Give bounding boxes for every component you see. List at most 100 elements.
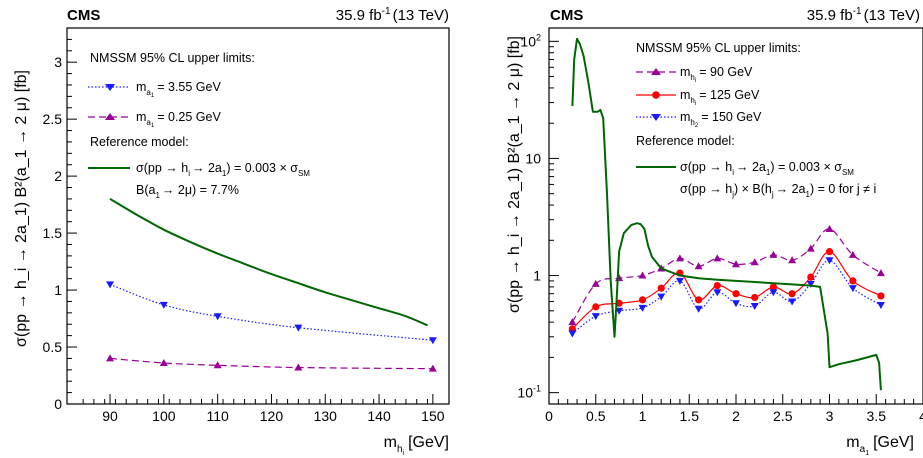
right-x-tick-label: 0 xyxy=(545,408,553,424)
right-series-2-point xyxy=(849,277,857,285)
right-series-3-point xyxy=(713,289,722,297)
right-legend-label-1: mhi= 90 GeV xyxy=(680,65,753,84)
right-series-line-2 xyxy=(571,251,882,330)
right-x-tick-label: 0.5 xyxy=(586,408,606,424)
left-series-1-point xyxy=(106,281,115,289)
right-x-tick-label: 3.5 xyxy=(867,408,887,424)
right-series-3-point xyxy=(769,289,778,297)
right-series-3-point xyxy=(638,304,647,312)
right-luminosity-label: 35.9 fb-1 (13 TeV) xyxy=(807,6,920,24)
right-series-3-point xyxy=(675,277,684,285)
right-series-1-point xyxy=(876,269,885,277)
right-series-3-point xyxy=(568,330,577,338)
right-legend-entry-3: mh2= 150 GeV xyxy=(636,110,762,129)
left-legend-label-2: ma1= 0.25 GeV xyxy=(136,110,221,129)
right-series-2-point xyxy=(751,293,759,302)
left-x-tick-label: 130 xyxy=(314,408,338,424)
left-series-1-point xyxy=(213,313,222,321)
right-x-tick-label: 1.5 xyxy=(680,408,700,424)
right-series-2-point xyxy=(807,273,815,281)
right-legend-header: NMSSM 95% CL upper limits: xyxy=(636,41,801,55)
left-series-line-1 xyxy=(109,283,433,341)
right-series-3-point xyxy=(876,302,885,310)
right-y-axis-label: σ(pp → h_i → 2a_1) B²(a_1 → 2 μ) [fb] xyxy=(506,36,523,313)
right-series-1-point xyxy=(788,256,797,264)
right-series-1-point xyxy=(825,224,834,232)
right-y-tick-label: 102 xyxy=(520,32,541,49)
right-series-1-point xyxy=(750,258,759,266)
left-axis-ticks: 90 100 110 120 130 140 150 0.5 1 1.5 2 2.5 3 0 xyxy=(43,38,445,424)
right-series-3-point xyxy=(788,298,797,306)
left-reference-line-2: B(a1 → 2μ) = 7.7% xyxy=(136,183,239,200)
right-series-3-point xyxy=(848,285,857,293)
right-series-group xyxy=(568,37,885,391)
right-experiment-label: CMS xyxy=(550,7,583,24)
left-y-tick-label: 3 xyxy=(54,54,62,70)
right-series-1-point xyxy=(638,271,647,279)
left-legend-marker-2 xyxy=(105,113,115,120)
right-series-3-point xyxy=(825,257,834,265)
left-x-tick-label: 120 xyxy=(260,408,284,424)
right-legend-label-2: mhi= 125 GeV xyxy=(680,88,760,107)
right-series-1-point xyxy=(848,250,857,258)
right-series-1-point xyxy=(568,318,577,326)
left-x-axis-label: mhi[GeV] xyxy=(384,434,449,457)
right-reference-header: Reference model: xyxy=(636,134,735,148)
right-legend-label-3: mh2= 150 GeV xyxy=(680,110,762,129)
left-experiment-label: CMS xyxy=(67,7,100,24)
right-series-1-point xyxy=(675,254,684,262)
left-x-tick-label: 100 xyxy=(152,408,176,424)
right-series-2-point xyxy=(657,284,665,292)
right-series-2-point xyxy=(732,290,740,298)
left-y-tick-label: 1.5 xyxy=(43,225,63,241)
right-y-tick-label: 10-1 xyxy=(517,384,541,401)
right-x-tick-label: 4 xyxy=(919,408,923,424)
left-series-2-point xyxy=(106,354,115,362)
left-y-tick-label: 1 xyxy=(54,282,62,298)
right-series-3-point xyxy=(657,293,666,301)
right-series-3-point xyxy=(750,302,759,310)
right-series-1-point xyxy=(732,260,740,268)
right-series-2-point xyxy=(769,283,778,291)
right-y-tick-label: 1 xyxy=(533,268,541,284)
right-series-1-point xyxy=(694,262,703,270)
right-series-3-point xyxy=(615,307,624,315)
right-series-2-point xyxy=(713,282,721,290)
right-x-tick-label: 3 xyxy=(826,408,834,424)
left-legend-marker-1 xyxy=(105,84,115,91)
left-series-group xyxy=(106,198,437,372)
right-legend-marker-1 xyxy=(651,68,661,75)
right-series-2-point xyxy=(695,296,703,304)
right-series-2-point xyxy=(592,303,600,311)
right-chart: CMS 35.9 fb-1(13 TeV) 0 0.5 1 1.5 2 2.5 3 3.5 4 1… xyxy=(506,6,923,457)
right-legend-marker-2 xyxy=(652,91,660,99)
right-series-3-point xyxy=(806,280,815,288)
left-series-1-point xyxy=(294,324,303,332)
left-y-tick-label: 2.5 xyxy=(43,111,63,127)
left-legend-entry-2: ma1= 0.25 GeV xyxy=(88,110,221,129)
left-x-tick-label: 140 xyxy=(367,408,391,424)
left-legend-entry-1: ma1= 3.55 GeV xyxy=(88,80,221,99)
right-series-1-point xyxy=(713,254,722,262)
right-x-tick-label: 1 xyxy=(639,408,647,424)
left-series-2-point xyxy=(159,358,168,366)
right-x-tick-label: 2.5 xyxy=(773,408,793,424)
right-series-1-point xyxy=(769,250,778,258)
left-reference-header: Reference model: xyxy=(90,135,189,149)
left-series-1-point xyxy=(428,337,437,345)
right-x-tick-label: 2 xyxy=(732,408,740,424)
left-series-2-point xyxy=(213,361,222,369)
right-series-3-point xyxy=(732,300,740,308)
left-series-1-point xyxy=(159,301,168,309)
left-series-2-point xyxy=(428,364,437,372)
right-reference-line-2: σ(pp → hj) × B(hj → 2a1) = 0 for j ≠ i xyxy=(680,182,876,199)
right-plot-frame xyxy=(548,27,923,405)
right-legend-entry-2: mhi= 125 GeV xyxy=(636,88,760,107)
left-legend-header: NMSSM 95% CL upper limits: xyxy=(90,51,255,65)
left-y-tick-label-zero: 0 xyxy=(54,396,62,412)
right-axis-ticks: 0 0.5 1 1.5 2 2.5 3 3.5 4 10-1 1 10 102 xyxy=(517,32,923,424)
left-chart: CMS 35.9 fb-1 (13 TeV) 90 100 110 120 130 140 1… xyxy=(13,6,450,457)
left-x-tick-label: 150 xyxy=(421,408,445,424)
left-y-tick-label: 0.5 xyxy=(43,339,63,355)
left-reference-line-1: σ(pp → hi → 2a1) = 0.003 × σSM xyxy=(136,161,310,178)
